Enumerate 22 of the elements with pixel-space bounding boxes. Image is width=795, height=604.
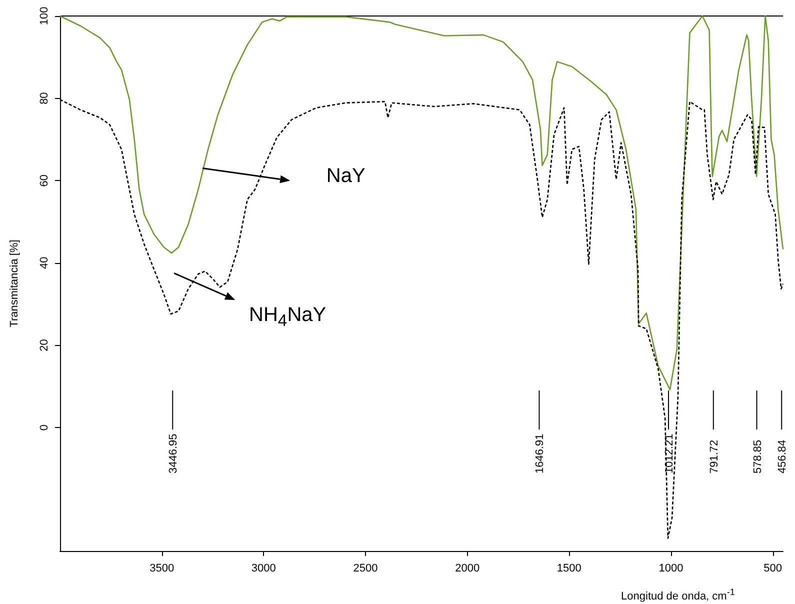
annotation: NH$_{4}$NaY [249, 304, 326, 332]
ref-line-label: 456.84 [776, 440, 789, 474]
y-tick-label: 0 [38, 424, 50, 431]
y-tick-label: 60 [38, 174, 50, 187]
y-axis-title: Transmitancia [%] [8, 240, 20, 328]
y-tick-label: 20 [38, 339, 50, 352]
ref-line-label: 3446.95 [168, 434, 180, 474]
x-tick-label: 1000 [658, 562, 684, 574]
ref-line-label: 1646.91 [534, 434, 546, 474]
y-tick-label: 80 [38, 92, 50, 104]
x-tick-label: 3500 [150, 562, 174, 574]
x-tick-label: 1500 [556, 562, 582, 574]
x-tick-label: 2000 [455, 562, 480, 574]
x-axis-title: Longitud de onda, cm$^{-1}$ [621, 587, 735, 603]
x-tick-label: 500 [764, 562, 782, 574]
annotation: NaY [326, 164, 366, 188]
y-tick-label: 100 [38, 6, 50, 26]
ref-line-label: 791.72 [708, 440, 720, 474]
x-tick-label: 2500 [353, 562, 378, 574]
ref-line-label: 578.85 [752, 440, 764, 474]
y-tick-label: 40 [38, 256, 50, 270]
x-tick-label: 3000 [251, 562, 276, 574]
